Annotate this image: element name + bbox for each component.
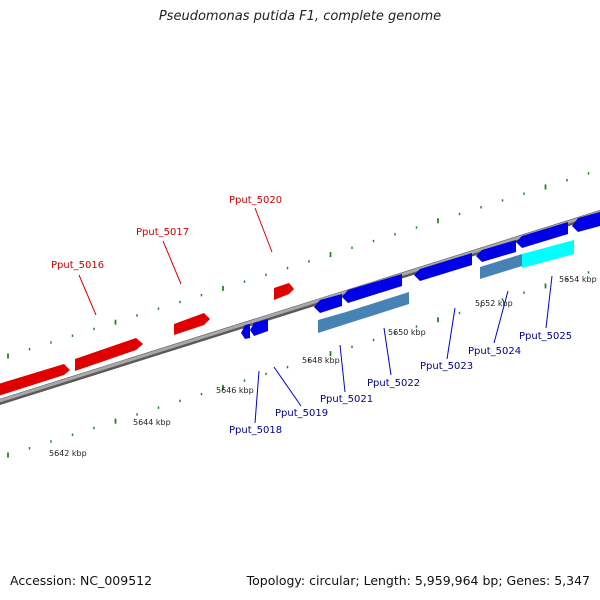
gene-box-steel-b[interactable] xyxy=(346,292,409,324)
leader-pput-5020 xyxy=(254,207,273,253)
kbp-label-5652: 5652 kbp xyxy=(475,299,513,308)
kbp-label-5654: 5654 kbp xyxy=(559,275,597,284)
gene-arrow-pput-5021[interactable] xyxy=(314,294,342,313)
kbp-label-5642: 5642 kbp xyxy=(49,449,87,458)
kbp-label-5648: 5648 kbp xyxy=(302,356,340,365)
reverse-tick-row xyxy=(7,271,590,458)
leader-pput-5019 xyxy=(273,366,302,407)
forward-gene-track xyxy=(0,283,294,397)
gene-box-steel-a[interactable] xyxy=(318,312,346,333)
forward-tick-row xyxy=(7,172,590,359)
kbp-label-5644: 5644 kbp xyxy=(133,418,171,427)
gene-label-pput-5019: Pput_5019 xyxy=(275,408,328,419)
gene-box-steel-c[interactable] xyxy=(480,254,522,279)
leader-pput-5025 xyxy=(545,275,553,329)
gene-label-pput-5016: Pput_5016 xyxy=(51,260,104,271)
leader-pput-5023 xyxy=(446,307,456,360)
gene-arrow-end[interactable] xyxy=(572,212,600,232)
kbp-label-5646: 5646 kbp xyxy=(216,386,254,395)
gene-label-pput-5025: Pput_5025 xyxy=(519,331,572,342)
gene-arrow-pput-5020[interactable] xyxy=(274,283,294,300)
topology-text: Topology: circular; Length: 5,959,964 bp… xyxy=(246,573,590,588)
leader-pput-5022 xyxy=(383,327,392,376)
accession-text: Accession: NC_009512 xyxy=(10,573,153,588)
gene-arrow-pput-5023[interactable] xyxy=(414,253,472,281)
genome-backbone-highlight xyxy=(0,210,600,403)
reverse-gene-track xyxy=(241,212,600,339)
leader-pput-5016 xyxy=(78,274,97,316)
gene-arrow-pput-5025[interactable] xyxy=(516,222,568,248)
gene-arrow-pput-5017[interactable] xyxy=(174,313,210,335)
leader-pput-5024 xyxy=(493,290,509,344)
gene-label-pput-5023: Pput_5023 xyxy=(420,361,473,372)
gene-label-pput-5024: Pput_5024 xyxy=(468,346,521,357)
map-title: Pseudomonas putida F1, complete genome xyxy=(158,9,442,24)
gene-label-pput-5021: Pput_5021 xyxy=(320,394,373,405)
gene-arrow-pput-5018[interactable] xyxy=(241,324,250,339)
gene-arrow-pput-5019[interactable] xyxy=(250,319,268,336)
leader-pput-5018 xyxy=(254,370,260,424)
gene-label-pput-5018: Pput_5018 xyxy=(229,425,282,436)
gene-arrow-pput-5022[interactable] xyxy=(342,274,402,303)
kbp-label-5650: 5650 kbp xyxy=(388,328,426,337)
gene-arrow-pput-5024[interactable] xyxy=(476,240,516,262)
gene-arrow-b[interactable] xyxy=(75,338,143,371)
gene-arrow-a[interactable] xyxy=(0,364,70,397)
gene-label-pput-5020: Pput_5020 xyxy=(229,195,282,206)
gene-label-pput-5022: Pput_5022 xyxy=(367,378,420,389)
gene-box-cyan[interactable] xyxy=(522,240,574,268)
gene-label-pput-5017: Pput_5017 xyxy=(136,227,189,238)
leader-pput-5017 xyxy=(162,240,182,285)
leader-pput-5021 xyxy=(339,344,346,393)
